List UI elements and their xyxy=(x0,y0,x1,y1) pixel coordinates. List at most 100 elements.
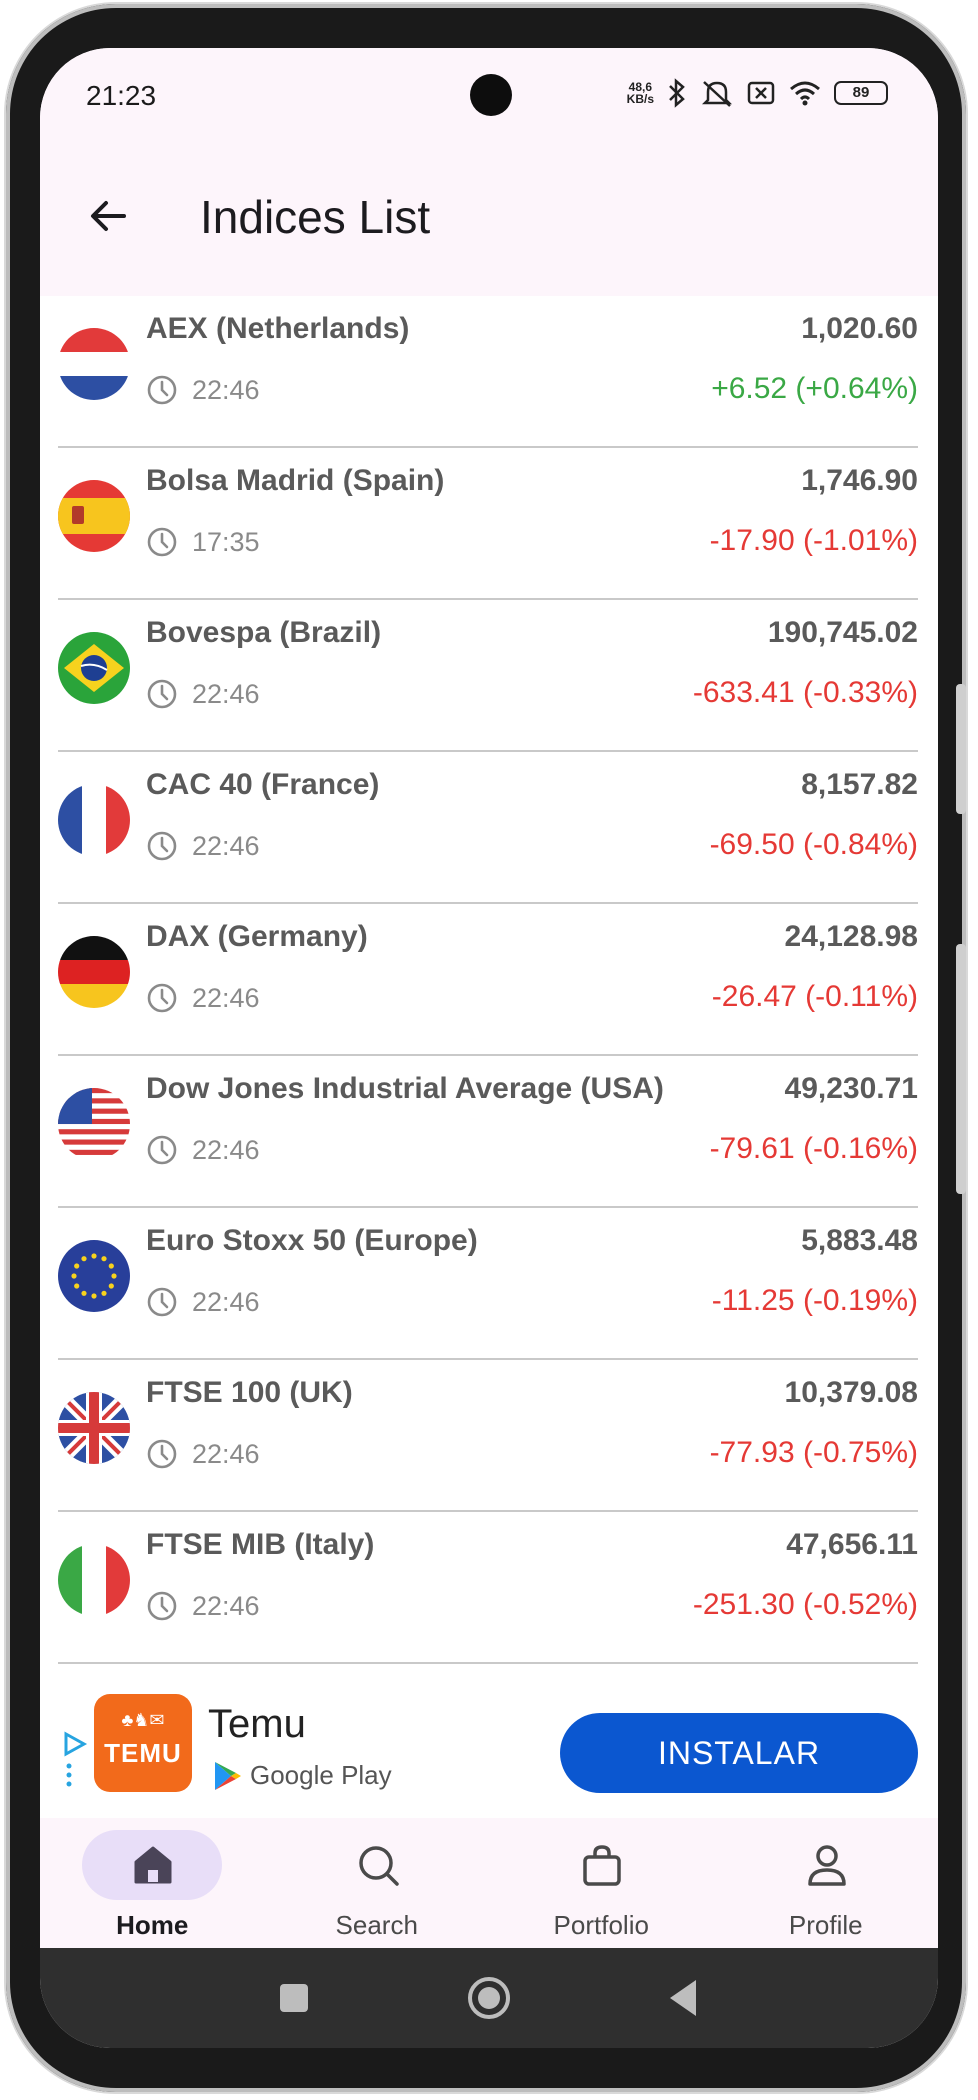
flag-spain-icon xyxy=(58,480,130,552)
index-row[interactable]: DAX (Germany) 22:46 24,128.98 -26.47 (-0.11… xyxy=(58,904,918,1056)
flag-usa-icon xyxy=(58,1088,130,1160)
index-price: 190,745.02 xyxy=(767,616,918,649)
index-price: 1,020.60 xyxy=(801,312,918,345)
flag-netherlands-icon xyxy=(58,328,130,400)
clock-icon xyxy=(146,678,178,710)
temu-logo-glyphs: ♣♞✉ xyxy=(121,1710,165,1730)
index-time: 22:46 xyxy=(192,983,260,1013)
arrow-left-icon[interactable] xyxy=(78,186,138,246)
index-change: -77.93 (-0.75%) xyxy=(709,1436,918,1469)
flag-europe-icon xyxy=(58,1240,130,1312)
google-play-label: Google Play xyxy=(250,1760,392,1790)
bluetooth-icon xyxy=(669,78,685,108)
index-price: 24,128.98 xyxy=(784,920,918,953)
system-navigation xyxy=(40,1948,938,2048)
index-price: 10,379.08 xyxy=(784,1376,918,1409)
index-name: DAX (Germany) xyxy=(146,920,368,953)
flag-brazil-icon xyxy=(58,632,130,704)
status-bar: 21:23 48,6 KB/s 89 xyxy=(40,48,938,148)
index-time: 22:46 xyxy=(192,1439,260,1469)
search-icon xyxy=(358,1846,399,1886)
index-change: -79.61 (-0.16%) xyxy=(709,1132,918,1165)
index-change: -69.50 (-0.84%) xyxy=(709,828,918,861)
no-sim-icon xyxy=(747,81,775,105)
index-row[interactable]: CAC 40 (France) 22:46 8,157.82 -69.50 (-0.8… xyxy=(58,752,918,904)
index-price: 1,746.90 xyxy=(801,464,918,497)
nav-home[interactable]: Home xyxy=(40,1818,265,1948)
volume-button xyxy=(956,684,966,814)
profile-icon xyxy=(807,1845,846,1886)
index-row[interactable]: Dow Jones Industrial Average (USA) 22:46 4… xyxy=(58,1056,918,1208)
ad-banner[interactable]: ♣♞✉ TEMU Temu Google Play INSTALAR xyxy=(40,1668,938,1818)
net-speed-unit: KB/s xyxy=(626,92,654,106)
wifi-icon xyxy=(790,81,820,106)
index-name: CAC 40 (France) xyxy=(146,768,380,801)
net-speed: 48,6 KB/s xyxy=(627,81,654,105)
mute-icon xyxy=(701,81,733,107)
nav-portfolio[interactable]: Portfolio xyxy=(489,1818,714,1948)
clock-icon xyxy=(146,374,178,406)
screen: 21:23 48,6 KB/s 89 Indices List AEX (Net… xyxy=(40,48,938,2048)
index-row[interactable]: Bovespa (Brazil) 22:46 190,745.02 -633.41 (… xyxy=(58,600,918,752)
ad-app-name: Temu xyxy=(208,1702,306,1746)
index-price: 5,883.48 xyxy=(801,1224,918,1257)
index-price: 8,157.82 xyxy=(801,768,918,801)
temu-logo-text: TEMU xyxy=(104,1738,182,1768)
clock-icon xyxy=(146,526,178,558)
net-speed-value: 48,6 xyxy=(628,80,652,94)
flag-france-icon xyxy=(58,784,130,856)
index-name: Bolsa Madrid (Spain) xyxy=(146,464,445,497)
index-change: -11.25 (-0.19%) xyxy=(711,1284,918,1317)
index-row[interactable]: Bolsa Madrid (Spain) 17:35 1,746.90 -17.90 … xyxy=(58,448,918,600)
clock-icon xyxy=(146,1438,178,1470)
clock-icon xyxy=(146,1134,178,1166)
index-row[interactable]: AEX (Netherlands) 22:46 1,020.60 +6.52 (+0.… xyxy=(58,296,918,448)
clock-icon xyxy=(146,830,178,862)
battery-indicator: 89 xyxy=(834,81,888,105)
back-nav-icon[interactable] xyxy=(658,1972,710,2024)
google-play-icon xyxy=(215,1762,241,1790)
page-title: Indices List xyxy=(200,191,431,243)
index-name: FTSE MIB (Italy) xyxy=(146,1528,375,1561)
index-name: Euro Stoxx 50 (Europe) xyxy=(146,1224,478,1257)
index-time: 22:46 xyxy=(192,375,260,405)
index-change: +6.52 (+0.64%) xyxy=(711,372,918,405)
nav-home-label: Home xyxy=(116,1910,189,1940)
index-name: AEX (Netherlands) xyxy=(146,312,410,345)
ad-choices-icon[interactable] xyxy=(62,1730,88,1790)
index-time: 22:46 xyxy=(192,831,260,861)
bag-icon xyxy=(583,1845,621,1886)
power-button xyxy=(956,944,966,1194)
index-time: 17:35 xyxy=(192,527,260,557)
status-icons: 48,6 KB/s 89 xyxy=(627,78,888,108)
indices-list: AEX (Netherlands) 22:46 1,020.60 +6.52 (+0.… xyxy=(58,296,918,1664)
index-change: -17.90 (-1.01%) xyxy=(709,524,918,557)
index-price: 49,230.71 xyxy=(784,1072,918,1105)
nav-profile[interactable]: Profile xyxy=(714,1818,939,1948)
flag-germany-icon xyxy=(58,936,130,1008)
front-camera xyxy=(470,74,512,116)
flag-uk-icon xyxy=(58,1392,130,1464)
index-time: 22:46 xyxy=(192,679,260,709)
install-button[interactable]: INSTALAR xyxy=(560,1713,918,1793)
index-time: 22:46 xyxy=(192,1135,260,1165)
home-icon xyxy=(134,1846,172,1884)
recents-icon[interactable] xyxy=(268,1972,320,2024)
clock-icon xyxy=(146,982,178,1014)
index-row[interactable]: FTSE MIB (Italy) 22:46 47,656.11 -251.30 (-… xyxy=(58,1512,918,1664)
home-button-icon[interactable] xyxy=(463,1972,515,2024)
index-change: -633.41 (-0.33%) xyxy=(692,676,918,709)
nav-search[interactable]: Search xyxy=(265,1818,490,1948)
nav-search-label: Search xyxy=(335,1910,418,1940)
index-row[interactable]: FTSE 100 (UK) 22:46 10,379.08 -77.93 (-0.75… xyxy=(58,1360,918,1512)
bottom-navigation: Home Search Portfolio Profile xyxy=(40,1818,938,1948)
phone-frame: 21:23 48,6 KB/s 89 Indices List AEX (Net… xyxy=(6,4,966,2092)
nav-portfolio-label: Portfolio xyxy=(553,1910,649,1940)
temu-logo[interactable]: ♣♞✉ TEMU xyxy=(94,1694,192,1792)
index-row[interactable]: Euro Stoxx 50 (Europe) 22:46 5,883.48 -11.2… xyxy=(58,1208,918,1360)
nav-profile-label: Profile xyxy=(788,1910,863,1940)
index-name: Dow Jones Industrial Average (USA) xyxy=(146,1072,664,1105)
index-time: 22:46 xyxy=(192,1287,260,1317)
index-time: 22:46 xyxy=(192,1591,260,1621)
flag-italy-icon xyxy=(58,1544,130,1616)
